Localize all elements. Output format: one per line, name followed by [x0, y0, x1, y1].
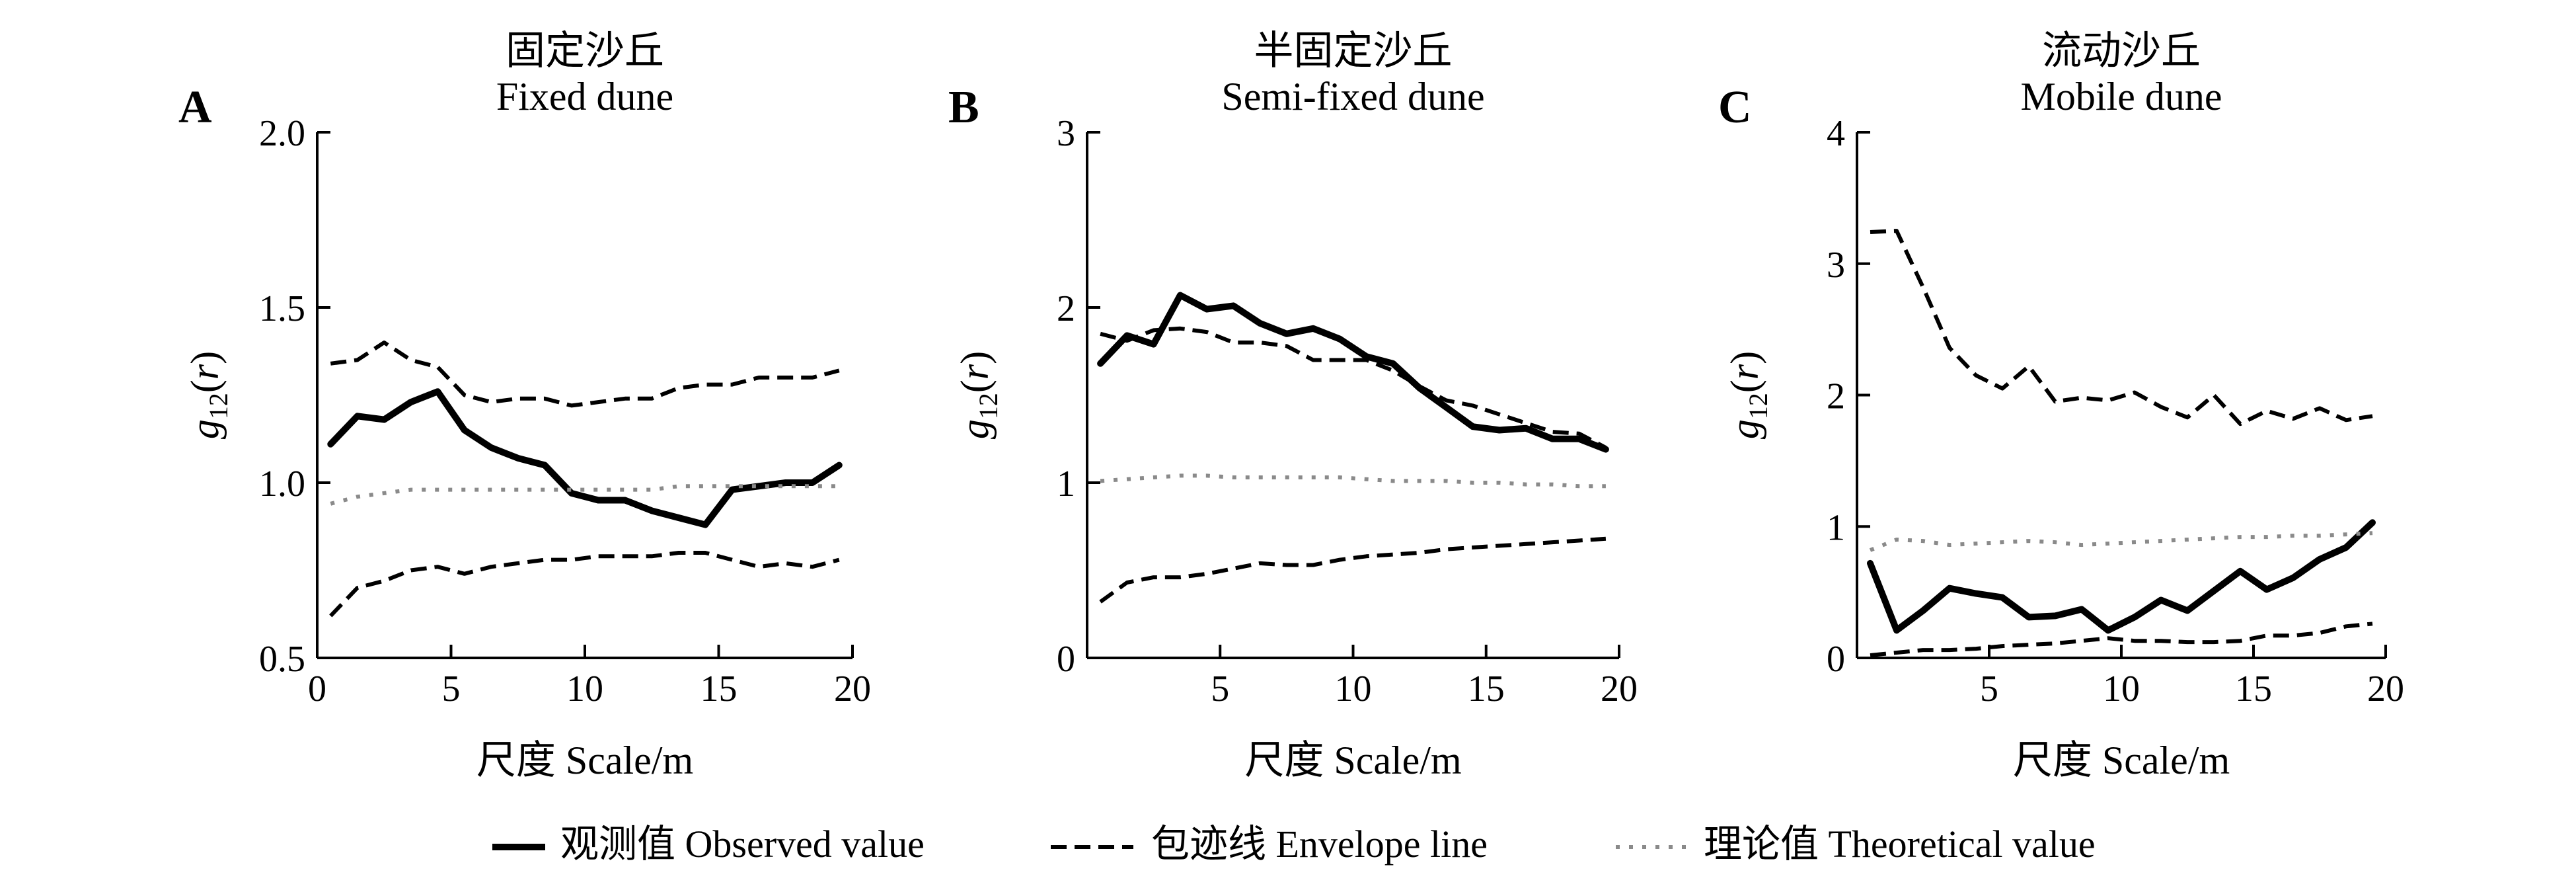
panel-title-zh: 流动沙丘 [2042, 29, 2201, 73]
x-axis-label: 尺度 Scale/m [1244, 739, 1461, 782]
y-tick-label: 1 [1057, 464, 1075, 505]
legend-envelope-label: 包迹线 Envelope line [1151, 823, 1488, 866]
x-tick-label: 15 [2235, 668, 2272, 709]
series-observed-line [1097, 292, 1609, 453]
y-tick-label: 2 [1827, 376, 1845, 417]
x-tick-label: 10 [1335, 668, 1372, 709]
x-tick-label: 10 [566, 668, 603, 709]
y-tick-label: 0.5 [259, 639, 305, 680]
panel-title-en: Fixed dune [496, 75, 673, 118]
series-theoretical-line [1100, 473, 1606, 489]
panel-letter: A [178, 82, 212, 133]
x-tick-label: 15 [1468, 668, 1505, 709]
x-tick-label: 0 [308, 668, 326, 709]
y-tick-label: 1.0 [259, 464, 305, 505]
y-axis-label: g12(r) [953, 351, 1003, 439]
series-envelope-upper-line [330, 341, 840, 408]
series-envelope-lower-line [1099, 536, 1607, 604]
series-observed-line [1867, 519, 2376, 634]
series-envelope-lower-line [329, 551, 840, 618]
legend: 观测值 Observed value 包迹线 Envelope line 理论值… [492, 823, 2096, 866]
series-envelope-upper-line [1870, 229, 2373, 426]
series-theoretical-line [330, 484, 839, 506]
y-tick-label: 2.0 [259, 113, 305, 154]
x-tick-label: 20 [834, 668, 871, 709]
x-tick-label: 5 [1211, 668, 1229, 709]
y-tick-label: 1.5 [259, 288, 305, 329]
y-tick-label: 4 [1827, 113, 1845, 154]
y-tick-label: 0 [1057, 639, 1075, 680]
legend-theoretical-label: 理论值 Theoretical value [1704, 823, 2096, 866]
panel-letter: C [1718, 82, 1752, 133]
panel-letter: B [948, 82, 979, 133]
series-theoretical-line [1869, 531, 2373, 552]
series-observed-line [327, 388, 843, 528]
legend-observed-label: 观测值 Observed value [560, 823, 925, 866]
panel-title-en: Mobile dune [2021, 75, 2222, 118]
x-tick-label: 15 [701, 668, 738, 709]
x-tick-label: 10 [2103, 668, 2140, 709]
panel-title-zh: 半固定沙丘 [1254, 29, 1453, 73]
series-envelope-lower-line [1870, 622, 2373, 657]
y-tick-label: 3 [1057, 113, 1075, 154]
y-tick-label: 1 [1827, 507, 1845, 548]
y-tick-label: 3 [1827, 245, 1845, 286]
x-axis-label: 尺度 Scale/m [476, 739, 693, 782]
x-tick-label: 20 [2367, 668, 2404, 709]
y-axis-label: g12(r) [183, 351, 233, 439]
y-tick-label: 2 [1057, 288, 1075, 329]
series-envelope-upper-line [1100, 326, 1607, 450]
y-tick-label: 0 [1827, 639, 1845, 680]
x-tick-label: 5 [1980, 668, 1998, 709]
panel-title-zh: 固定沙丘 [506, 29, 664, 73]
x-axis-label: 尺度 Scale/m [2013, 739, 2230, 782]
panel-title-en: Semi-fixed dune [1221, 75, 1484, 118]
x-tick-label: 20 [1601, 668, 1638, 709]
x-tick-label: 5 [442, 668, 461, 709]
y-axis-label: g12(r) [1723, 351, 1773, 439]
